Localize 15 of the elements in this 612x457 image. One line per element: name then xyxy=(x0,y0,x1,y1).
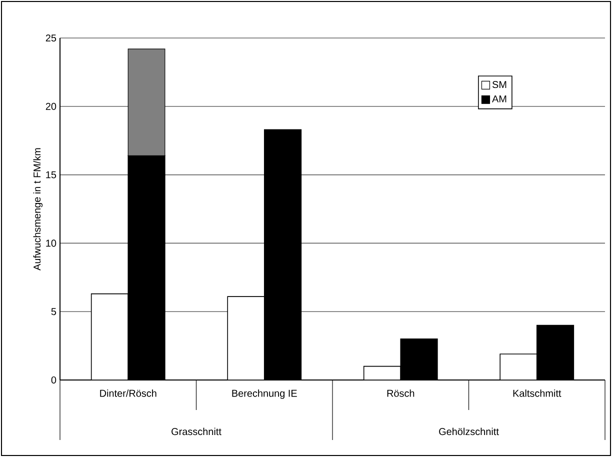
y-tick-label: 5 xyxy=(51,308,56,316)
y-axis-title: Aufwuchsmenge in t FM/km xyxy=(33,148,43,270)
x-tick-label: Dinter/Rösch xyxy=(100,390,156,397)
x-tick-label: Kaltschmitt xyxy=(513,390,562,397)
y-tick-label: 0 xyxy=(51,376,56,384)
y-tick-label: 20 xyxy=(46,102,56,110)
x-tick-label: Berechnung IE xyxy=(232,390,297,399)
text: Gehölzschnitt xyxy=(439,428,499,436)
y-tick-label: 10 xyxy=(46,240,56,247)
y-tick-label: 25 xyxy=(46,34,56,42)
legend-label: AM xyxy=(492,95,506,102)
text: Grasschnitt xyxy=(172,428,222,436)
x-tick-label: Rösch xyxy=(387,390,414,397)
legend-label: SM xyxy=(492,81,506,88)
y-tick-label: 15 xyxy=(46,171,56,178)
